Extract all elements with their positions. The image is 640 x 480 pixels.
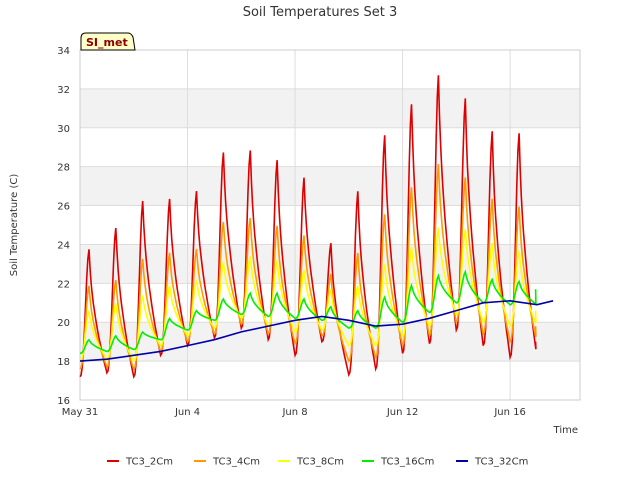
series-line-tc3-16cm bbox=[79, 269, 537, 355]
legend-label: TC3_8Cm bbox=[296, 457, 344, 468]
y-tick-label: 32 bbox=[57, 85, 70, 96]
x-axis-ticks: May 31 Jun 4 Jun 8 Jun 12 Jun 16 bbox=[62, 407, 526, 418]
y-axis-title: Soil Temperature (C) bbox=[9, 174, 20, 277]
y-tick-label: 24 bbox=[57, 240, 70, 251]
site-badge-label: SI_met bbox=[86, 36, 128, 49]
x-tick-label: Jun 12 bbox=[386, 407, 419, 418]
plot-band bbox=[80, 88, 580, 128]
y-tick-label: 34 bbox=[57, 46, 70, 57]
y-tick-label: 22 bbox=[57, 279, 70, 290]
plot-band bbox=[80, 166, 580, 206]
x-tick-label: Jun 8 bbox=[281, 407, 307, 418]
y-axis-ticks: 16 18 20 22 24 26 28 30 32 34 bbox=[57, 46, 70, 407]
legend-item: TC3_4Cm bbox=[194, 457, 260, 468]
site-badge: SI_met bbox=[80, 32, 136, 51]
series-line-tc3-2cm bbox=[79, 75, 537, 380]
y-tick-label: 18 bbox=[57, 357, 70, 368]
legend-item: TC3_32Cm bbox=[456, 457, 528, 468]
legend-item: TC3_2Cm bbox=[107, 457, 173, 468]
x-tick-label: Jun 16 bbox=[493, 407, 526, 418]
series-lines bbox=[79, 75, 554, 380]
legend-item: TC3_16Cm bbox=[362, 457, 434, 468]
legend-label: TC3_32Cm bbox=[474, 457, 528, 468]
y-tick-label: 20 bbox=[57, 318, 70, 329]
legend-label: TC3_2Cm bbox=[125, 457, 173, 468]
plot-area bbox=[79, 49, 581, 401]
x-tick-label: May 31 bbox=[62, 407, 99, 418]
legend: TC3_2Cm TC3_4Cm TC3_8Cm TC3_16Cm TC3_32Cm bbox=[107, 457, 528, 468]
x-axis-title: Time bbox=[553, 425, 578, 436]
legend-label: TC3_4Cm bbox=[212, 457, 260, 468]
y-tick-label: 28 bbox=[57, 163, 70, 174]
legend-label: TC3_16Cm bbox=[380, 457, 434, 468]
series-line-tc3-32cm bbox=[79, 299, 554, 362]
x-tick-label: Jun 4 bbox=[174, 407, 200, 418]
legend-item: TC3_8Cm bbox=[278, 457, 344, 468]
site-badge-shape bbox=[80, 32, 136, 51]
y-tick-label: 26 bbox=[57, 202, 70, 213]
chart-title: Soil Temperatures Set 3 bbox=[243, 5, 398, 20]
y-tick-label: 30 bbox=[57, 124, 70, 135]
y-tick-label: 16 bbox=[57, 396, 70, 407]
